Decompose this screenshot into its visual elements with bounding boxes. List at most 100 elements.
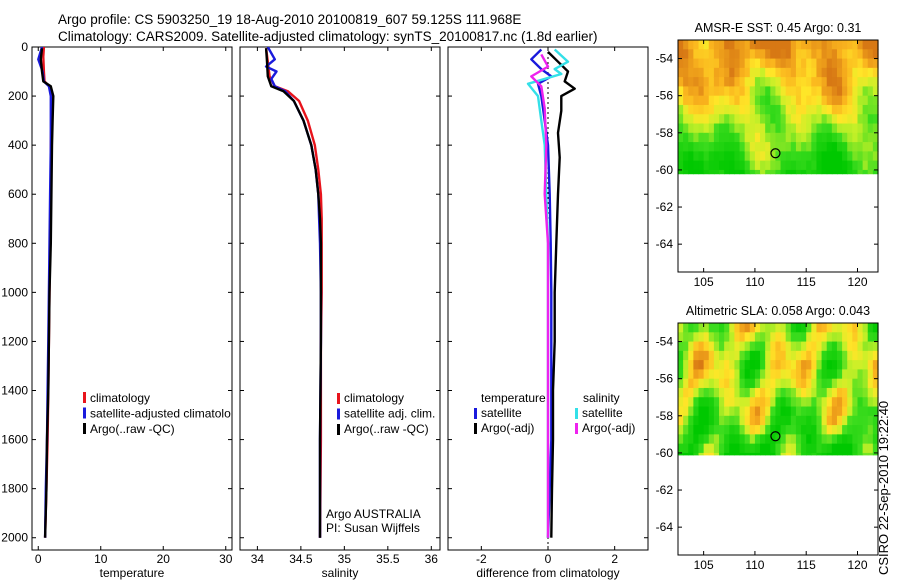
heatmap-cell <box>734 415 741 426</box>
heatmap-cell <box>816 86 823 97</box>
heatmap-cell <box>826 132 833 143</box>
heatmap-cell <box>683 95 689 106</box>
heatmap-cell <box>842 341 848 352</box>
heatmap-cell <box>857 387 864 398</box>
heatmap-cell <box>693 350 700 361</box>
heatmap-cell <box>760 350 766 361</box>
heatmap-cell <box>729 142 736 152</box>
salinity-series-line <box>264 47 323 538</box>
heatmap-cell <box>775 397 782 408</box>
heatmap-cell <box>847 387 853 398</box>
heatmap-cell <box>760 425 766 435</box>
heatmap-cell <box>857 86 864 97</box>
heatmap-cell <box>765 425 771 435</box>
heatmap-cell <box>765 142 771 152</box>
heatmap-cell <box>693 67 700 78</box>
heatmap-cell <box>785 425 792 435</box>
heatmap-cell <box>872 132 879 143</box>
heatmap-cell <box>744 160 751 171</box>
heatmap-cell <box>739 77 746 87</box>
heatmap-cell <box>821 387 828 398</box>
heatmap-cell <box>862 142 869 152</box>
heatmap-cell <box>708 378 715 389</box>
heatmap-cell <box>857 151 864 162</box>
heatmap-cell <box>780 323 787 333</box>
heatmap-cell <box>811 77 818 87</box>
heatmap-cell <box>688 132 694 143</box>
heatmap-cell <box>760 86 766 97</box>
heatmap-cell <box>678 132 684 143</box>
heatmap-cell <box>729 387 736 398</box>
sla_map-ytick-label: -62 <box>656 483 674 497</box>
heatmap-cell <box>749 132 756 143</box>
heatmap-cell <box>801 58 807 69</box>
heatmap-cell <box>678 369 684 380</box>
heatmap-cell <box>816 169 823 175</box>
heatmap-cell <box>867 67 874 78</box>
heatmap-cell <box>729 49 736 60</box>
heatmap-cell <box>806 387 812 398</box>
heatmap-cell <box>703 425 710 435</box>
heatmap-cell <box>688 387 694 398</box>
heatmap-cell <box>693 360 700 370</box>
heatmap-cell <box>678 397 684 408</box>
heatmap-cell <box>831 341 838 352</box>
heatmap-cell <box>719 341 725 352</box>
heatmap-cell <box>754 369 761 380</box>
heatmap-cell <box>678 104 684 115</box>
heatmap-cell <box>806 86 812 97</box>
heatmap-cell <box>821 40 828 50</box>
heatmap-cell <box>857 332 864 343</box>
heatmap-cell <box>678 151 684 162</box>
heatmap-cell <box>872 378 879 389</box>
heatmap-cell <box>698 132 705 143</box>
salinity-xtick-label: 36 <box>425 552 439 566</box>
heatmap-cell <box>785 169 792 175</box>
heatmap-cell <box>816 415 823 426</box>
heatmap-cell <box>842 67 848 78</box>
heatmap-cell <box>683 160 689 171</box>
heatmap-cell <box>831 387 838 398</box>
sla_map-ytick-label: -54 <box>656 335 674 349</box>
heatmap-cell <box>847 369 853 380</box>
heatmap-cell <box>836 350 843 361</box>
heatmap-cell <box>739 387 746 398</box>
heatmap-cell <box>831 58 838 69</box>
heatmap-cell <box>713 77 720 87</box>
heatmap-cell <box>698 332 705 343</box>
heatmap-cell <box>790 415 797 426</box>
heatmap-cell <box>780 160 787 171</box>
heatmap-cell <box>831 114 838 125</box>
heatmap-cell <box>693 434 700 445</box>
heatmap-cell <box>795 160 802 171</box>
heatmap-cell <box>703 58 710 69</box>
heatmap-cell <box>842 387 848 398</box>
heatmap-cell <box>703 360 710 370</box>
heatmap-cell <box>719 452 725 456</box>
heatmap-cell <box>683 58 689 69</box>
sst_map-ytick-label: -62 <box>656 200 674 214</box>
heatmap-cell <box>765 452 771 456</box>
heatmap-cell <box>852 350 859 361</box>
heatmap-cell <box>847 415 853 426</box>
heatmap-cell <box>872 452 879 456</box>
heatmap-cell <box>862 86 869 97</box>
heatmap-cell <box>790 58 797 69</box>
heatmap-cell <box>765 323 771 333</box>
salinity-legend-label: climatology <box>344 391 404 405</box>
heatmap-cell <box>847 151 853 162</box>
heatmap-cell <box>847 77 853 87</box>
heatmap-cell <box>765 114 771 125</box>
heatmap-cell <box>811 67 818 78</box>
heatmap-cell <box>683 443 689 454</box>
heatmap-cell <box>780 369 787 380</box>
heatmap-cell <box>698 95 705 106</box>
heatmap-cell <box>821 434 828 445</box>
heatmap-cell <box>811 378 818 389</box>
salinity-legend-swatch <box>337 424 340 435</box>
heatmap-cell <box>857 77 864 87</box>
heatmap-cell <box>683 350 689 361</box>
heatmap-cell <box>698 341 705 352</box>
heatmap-cell <box>688 123 694 134</box>
heatmap-cell <box>780 151 787 162</box>
